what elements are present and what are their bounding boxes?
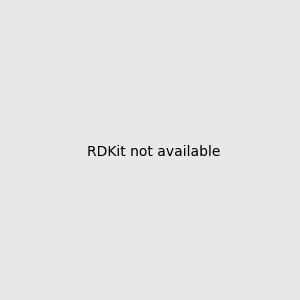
Text: RDKit not available: RDKit not available [87, 145, 220, 158]
